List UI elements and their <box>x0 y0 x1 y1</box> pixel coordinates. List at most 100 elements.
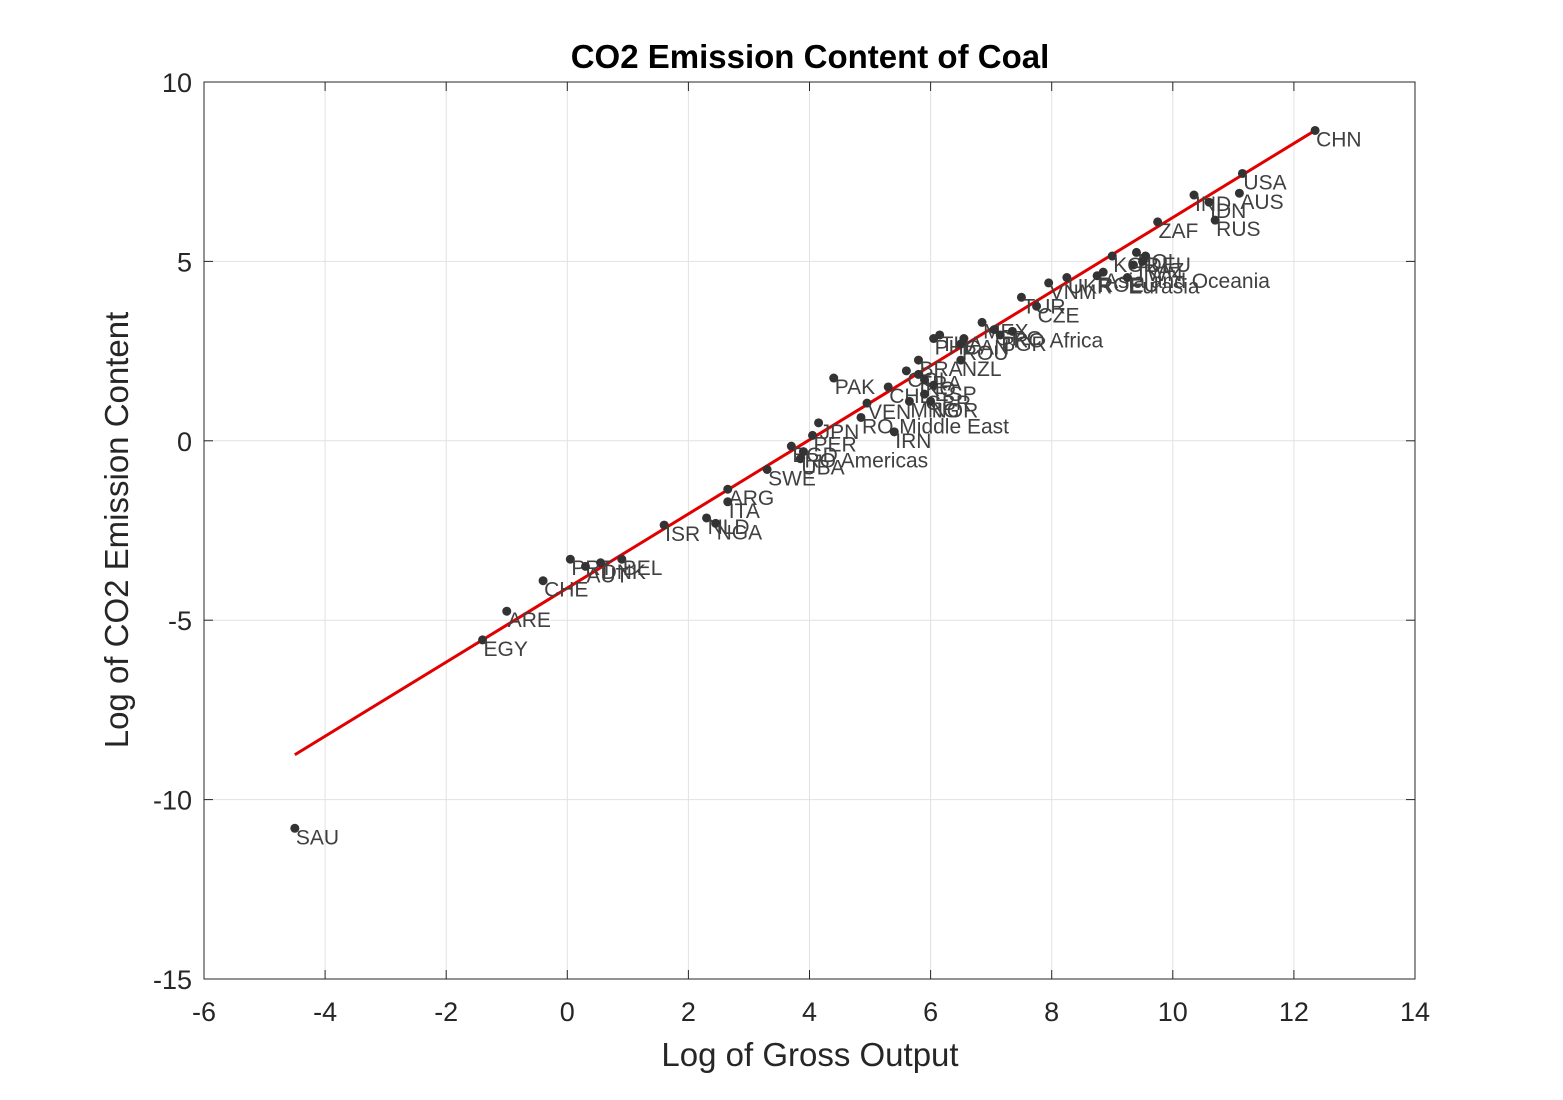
point-label: JPN <box>820 421 860 444</box>
data-point <box>913 355 923 365</box>
point-label: PAK <box>835 376 875 399</box>
point-label: RO Americas <box>804 450 928 473</box>
point-label: ISR <box>665 523 700 546</box>
point-label: SAU <box>296 826 339 849</box>
data-point <box>956 355 966 365</box>
data-point <box>290 823 300 833</box>
point-label: BRA <box>919 358 962 381</box>
data-point <box>889 427 899 437</box>
data-point <box>929 334 939 344</box>
data-point <box>1107 251 1117 261</box>
data-point <box>1032 301 1042 311</box>
point-label: RO Africa <box>1013 329 1103 352</box>
point-label: CZE <box>1038 304 1080 327</box>
point-label: RUS <box>1216 218 1260 241</box>
point-label: Asia and Oceania <box>1104 270 1270 293</box>
data-point <box>920 375 930 385</box>
fit-line-layer <box>294 129 1316 757</box>
point-label: CHL <box>889 385 931 408</box>
data-point <box>977 317 987 327</box>
point-label: ESP <box>935 383 977 406</box>
data-point <box>1007 326 1017 336</box>
y-tick-label: -5 <box>168 606 192 636</box>
point-label: ROEU <box>1098 274 1159 297</box>
data-point <box>1310 125 1320 135</box>
x-tick-label: 6 <box>923 997 938 1027</box>
data-point <box>901 366 911 376</box>
data-point <box>580 561 590 571</box>
data-point <box>565 554 575 564</box>
point-label: VEN <box>868 401 911 424</box>
point-label: ARE <box>508 609 551 632</box>
point-label: GBR <box>926 392 972 415</box>
data-point <box>1138 256 1148 266</box>
point-label: BEL <box>623 557 663 580</box>
point-label: SWE <box>768 468 816 491</box>
axis-ticks: -6 -4 -2 0 2 4 6 8 10 12 14 -15 -10 -5 0 5 10 <box>153 68 1430 1027</box>
chart-title: CO2 Emission Content of Coal <box>571 38 1050 75</box>
data-point <box>702 513 712 523</box>
y-tick-label: 0 <box>177 427 192 457</box>
point-label: CAN <box>965 337 1009 360</box>
x-tick-label: -2 <box>434 997 458 1027</box>
point-label: UKR <box>1068 276 1112 299</box>
point-label: IDN <box>1210 200 1246 223</box>
data-point <box>798 447 808 457</box>
point-label: UBA <box>801 457 844 480</box>
x-tick-label: 14 <box>1400 997 1430 1027</box>
x-axis-label: Log of Gross Output <box>661 1036 958 1073</box>
point-label: AUT <box>586 564 628 587</box>
data-point <box>1122 273 1132 283</box>
point-label: CHN <box>1316 128 1362 151</box>
data-point <box>478 635 488 645</box>
data-point <box>1234 188 1244 198</box>
point-label: TUR <box>1022 295 1065 318</box>
data-point <box>1210 215 1220 225</box>
data-point <box>502 606 512 616</box>
point-label: VNM <box>1050 281 1097 304</box>
point-label: USA <box>1243 171 1286 194</box>
data-point <box>711 518 721 528</box>
point-label: FRA <box>919 372 961 395</box>
point-label: Eurasia <box>1128 276 1200 299</box>
data-point <box>1044 278 1054 288</box>
data-point <box>920 389 930 399</box>
data-point <box>956 339 966 349</box>
point-label: DEU <box>1147 254 1191 277</box>
data-point <box>1237 168 1247 178</box>
y-tick-label: -15 <box>153 965 192 995</box>
y-tick-label: 10 <box>162 68 192 98</box>
point-label: EGY <box>484 638 528 661</box>
data-point <box>814 418 824 428</box>
data-point <box>1092 271 1102 281</box>
point-label: KAZ <box>1144 259 1185 282</box>
x-tick-label: 0 <box>560 997 575 1027</box>
data-point <box>723 484 733 494</box>
point-label: IND <box>1195 193 1231 216</box>
point-label: ZAF <box>1159 220 1199 243</box>
x-tick-label: 4 <box>802 997 817 1027</box>
x-tick-label: 10 <box>1158 997 1188 1027</box>
data-point <box>995 330 1005 340</box>
data-point <box>929 380 939 390</box>
point-label: AUS <box>1240 191 1283 214</box>
data-point <box>829 373 839 383</box>
data-point <box>1062 273 1072 283</box>
data-point <box>926 396 936 406</box>
data-point <box>862 398 872 408</box>
point-label: GRC <box>995 328 1042 351</box>
data-point <box>904 396 914 406</box>
x-tick-label: 2 <box>681 997 696 1027</box>
point-label: BGR <box>1001 333 1047 356</box>
point-label: MNG <box>910 399 959 422</box>
data-point <box>659 520 669 530</box>
point-label: NZL <box>962 358 1002 381</box>
x-tick-label: 8 <box>1044 997 1059 1027</box>
point-label: CHE <box>544 579 588 602</box>
data-point <box>1204 197 1214 207</box>
point-label: NOR <box>932 399 979 422</box>
data-point <box>856 412 866 422</box>
fit-line <box>294 129 1316 757</box>
points-layer: CHNUSAAUSINDIDNRUSZAFKORPOLDEUKAZTWNAsia… <box>290 125 1362 849</box>
